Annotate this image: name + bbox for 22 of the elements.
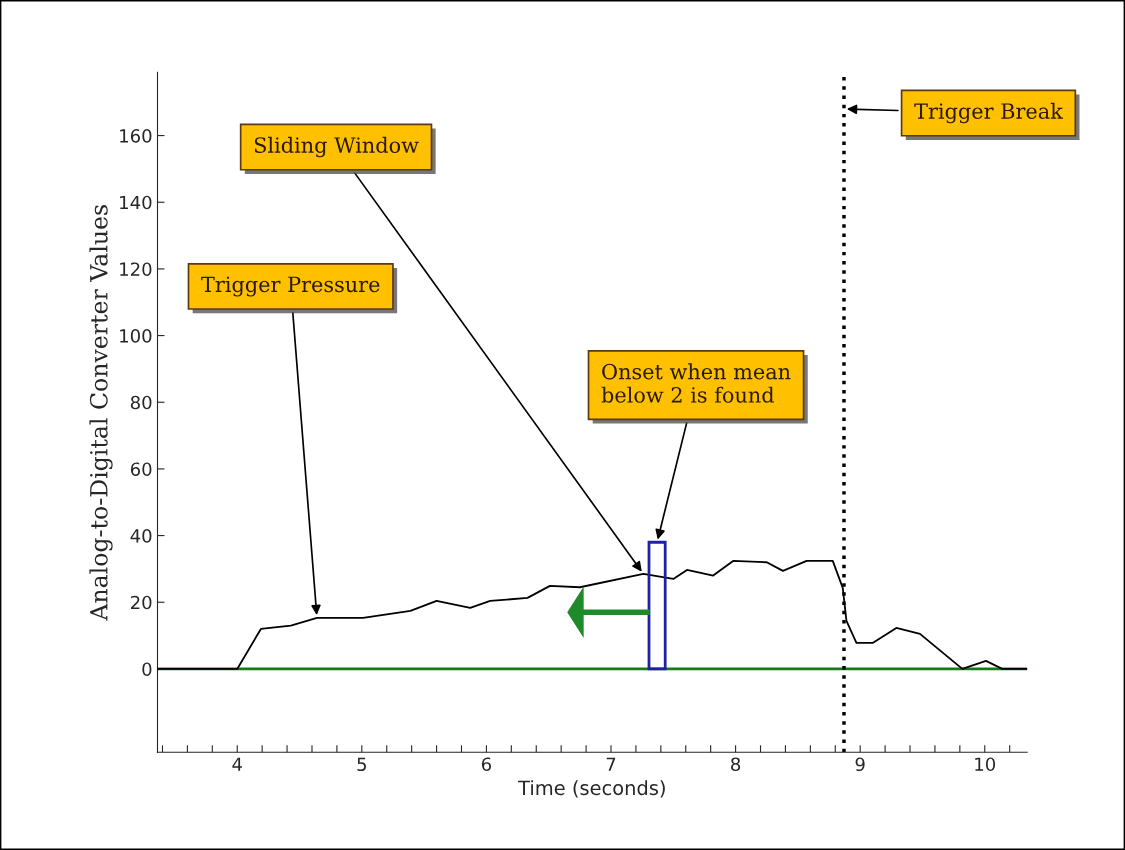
x-tick-label: 4 (232, 757, 242, 771)
y-tick-label: 40 (130, 529, 152, 543)
y-tick-label: 100 (120, 329, 152, 343)
x-tick-label: 5 (357, 757, 366, 772)
x-tick-label: 9 (855, 757, 865, 772)
y-tick-label: 80 (130, 395, 152, 410)
y-tick-label: 20 (130, 595, 152, 610)
annotation: Sliding Window (254, 136, 419, 158)
y-tick-label: 160 (120, 129, 152, 143)
ref-line-label: Trigger Break (914, 102, 1063, 124)
x-tick-label: 7 (606, 757, 616, 771)
y-tick-label: 120 (120, 262, 152, 277)
y-tick-label: 0 (142, 662, 152, 677)
annotation: Trigger Pressure (201, 276, 380, 297)
x-tick-label: 8 (731, 757, 741, 772)
annotation: Onset when mean below 2 is found (601, 363, 791, 403)
x-tick-label: 10 (975, 757, 996, 772)
y-axis-title: Analog-to-Digital Converter Values (89, 205, 113, 621)
x-axis-title: Time (seconds) (518, 780, 665, 798)
y-tick-label: 140 (120, 195, 152, 210)
y-tick-label: 60 (130, 462, 152, 477)
x-tick-label: 6 (481, 757, 492, 772)
